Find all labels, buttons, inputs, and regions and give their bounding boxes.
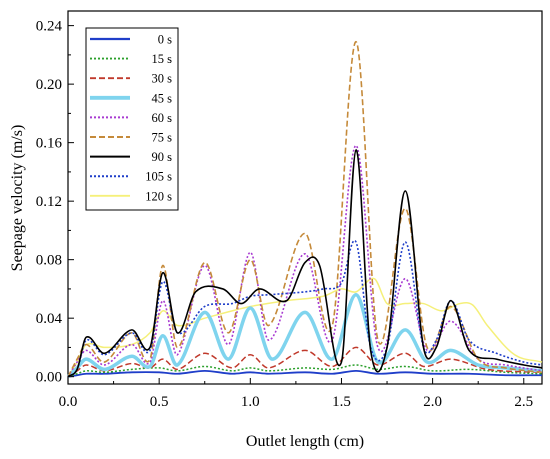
x-axis-ticks: 0.0 0.5 1.0 1.5 2.0 2.5 bbox=[59, 378, 533, 410]
legend-label: 75 s bbox=[152, 131, 173, 145]
x-tick-label: 1.0 bbox=[241, 394, 260, 410]
series-layer bbox=[66, 40, 543, 378]
y-tick-label: 0.20 bbox=[36, 77, 62, 93]
series-line-30s bbox=[67, 346, 543, 378]
legend-label: 105 s bbox=[145, 170, 172, 184]
series-line-75s bbox=[67, 40, 543, 378]
legend-label: 15 s bbox=[152, 52, 173, 66]
y-tick-label: 0.08 bbox=[36, 253, 62, 269]
series-line-60s bbox=[67, 144, 543, 378]
series-line-90s bbox=[67, 149, 543, 378]
series-line-45s bbox=[66, 293, 543, 378]
x-axis-title: Outlet length (cm) bbox=[246, 433, 364, 450]
y-tick-label: 0.24 bbox=[36, 19, 63, 35]
x-tick-label: 0.5 bbox=[150, 394, 169, 410]
y-tick-label: 0.00 bbox=[36, 370, 62, 386]
series-line-15s bbox=[67, 364, 543, 378]
series-line-105s bbox=[67, 239, 543, 378]
legend: 0 s 15 s 30 s 45 s 60 s 75 s 90 s 105 s 120 s bbox=[85, 27, 179, 211]
legend-label: 45 s bbox=[152, 91, 173, 105]
plot-area-frame bbox=[67, 10, 543, 385]
y-axis-ticks: 0.00 0.04 0.08 0.12 0.16 0.20 0.24 bbox=[36, 19, 74, 386]
legend-label: 60 s bbox=[152, 111, 173, 125]
series-line-120s bbox=[67, 277, 543, 378]
legend-label: 0 s bbox=[158, 33, 172, 47]
legend-label: 120 s bbox=[145, 189, 172, 203]
legend-label: 90 s bbox=[152, 150, 173, 164]
y-tick-label: 0.16 bbox=[36, 136, 63, 152]
x-tick-label: 2.0 bbox=[423, 394, 442, 410]
legend-label: 30 s bbox=[152, 72, 173, 86]
y-tick-label: 0.12 bbox=[36, 194, 62, 210]
legend-frame bbox=[85, 27, 179, 211]
series-line-0s bbox=[67, 369, 543, 378]
y-tick-label: 0.04 bbox=[36, 311, 63, 327]
x-tick-label: 1.5 bbox=[332, 394, 351, 410]
x-tick-label: 2.5 bbox=[514, 394, 533, 410]
y-axis-title: Seepage velocity (m/s) bbox=[9, 125, 26, 272]
x-tick-label: 0.0 bbox=[59, 394, 78, 410]
